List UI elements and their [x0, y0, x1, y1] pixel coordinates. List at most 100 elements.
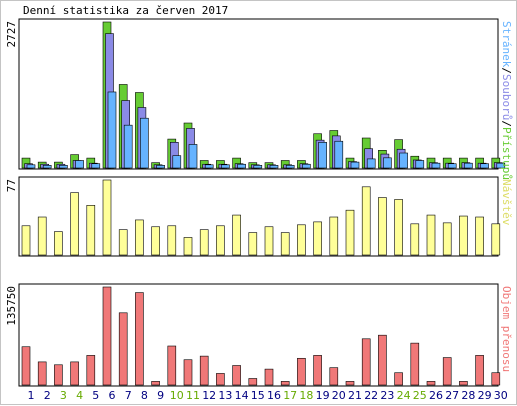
- panel-1: 2727 Stránek/Souborů/Přístupů: [5, 18, 513, 180]
- legend-item: Objem přenosu: [500, 286, 513, 372]
- day-label-12: 12: [202, 389, 216, 402]
- day-label-28: 28: [461, 389, 475, 402]
- day-label-22: 22: [364, 389, 378, 402]
- bar-volume-day-2: [37, 361, 47, 386]
- bar-visits-day-9: [151, 226, 160, 256]
- bar-volume-day-29: [475, 355, 484, 386]
- day-label-24: 24: [397, 389, 411, 402]
- day-label-26: 26: [429, 389, 443, 402]
- bar-volume-day-3: [54, 364, 63, 386]
- bar-stránek-day-27: [447, 163, 457, 169]
- bar-stránek-day-2: [42, 165, 52, 169]
- bar-visits-day-29: [475, 216, 484, 256]
- bar-visits-day-4: [70, 192, 79, 256]
- day-label-1: 1: [28, 389, 35, 402]
- bar-stránek-day-19: [318, 142, 327, 169]
- bar-visits-day-30: [491, 223, 501, 256]
- day-label-10: 10: [170, 389, 184, 402]
- day-label-20: 20: [332, 389, 346, 402]
- y-max-label: 2727: [5, 21, 18, 48]
- panel-2: 77 Návštěv: [5, 176, 513, 257]
- bar-visits-day-7: [118, 229, 128, 256]
- day-label-16: 16: [267, 389, 281, 402]
- bar-visits-day-22: [361, 186, 371, 256]
- bar-visits-day-6: [102, 179, 112, 256]
- bar-stránek-day-12: [204, 164, 214, 169]
- legend-item: Souborů: [500, 74, 513, 120]
- bar-volume-day-17: [280, 381, 290, 386]
- panel-3: 135750 Objem přenosu: [5, 283, 513, 387]
- bar-volume-day-26: [426, 381, 436, 386]
- bar-stránek-day-30: [496, 162, 506, 169]
- panel-legend: Objem přenosu: [500, 286, 513, 372]
- day-label-29: 29: [478, 389, 492, 402]
- bar-volume-day-5: [86, 355, 96, 386]
- day-label-6: 6: [109, 389, 116, 402]
- day-label-7: 7: [125, 389, 132, 402]
- day-label-30: 30: [494, 389, 508, 402]
- bar-volume-day-15: [248, 378, 258, 386]
- bar-stránek-day-18: [302, 163, 311, 169]
- bar-stránek-day-6: [107, 91, 117, 169]
- bar-visits-day-28: [459, 215, 468, 256]
- day-label-8: 8: [141, 389, 148, 402]
- bar-visits-day-18: [297, 224, 306, 256]
- day-label-17: 17: [283, 389, 297, 402]
- bar-stránek-day-4: [75, 160, 84, 169]
- panel-frame: [18, 18, 499, 170]
- bar-volume-day-24: [394, 372, 403, 386]
- day-label-13: 13: [218, 389, 232, 402]
- bar-volume-day-13: [216, 373, 225, 386]
- bar-volume-day-20: [329, 367, 339, 386]
- bar-visits-day-5: [86, 205, 96, 256]
- bar-volume-day-12: [199, 355, 209, 386]
- bar-visits-day-11: [183, 237, 193, 256]
- bar-visits-day-12: [199, 229, 209, 256]
- bar-volume-day-9: [151, 381, 160, 386]
- bar-volume-day-30: [491, 372, 501, 386]
- day-label-4: 4: [76, 389, 83, 402]
- bar-visits-day-19: [313, 221, 322, 256]
- day-label-5: 5: [92, 389, 99, 402]
- bar-stránek-day-28: [464, 162, 473, 169]
- bar-visits-day-26: [426, 214, 436, 256]
- bar-stránek-day-5: [91, 163, 101, 169]
- bar-volume-day-4: [70, 361, 79, 386]
- bar-stránek-day-21: [350, 161, 360, 169]
- bar-volume-day-21: [345, 381, 355, 386]
- day-label-18: 18: [299, 389, 313, 402]
- chart-title: Denní statistika za červen 2017: [23, 4, 228, 17]
- bar-stránek-day-3: [59, 165, 68, 169]
- bar-visits-day-20: [329, 216, 339, 256]
- legend-item: /: [500, 67, 513, 74]
- bar-volume-day-18: [297, 357, 306, 386]
- day-label-11: 11: [186, 389, 200, 402]
- bar-stránek-day-23: [383, 157, 392, 169]
- bar-stránek-day-8: [140, 117, 149, 169]
- bar-stránek-day-15: [253, 165, 263, 169]
- day-label-14: 14: [235, 389, 249, 402]
- bar-volume-day-23: [378, 334, 387, 386]
- bar-stránek-day-10: [172, 155, 182, 169]
- day-label-27: 27: [445, 389, 459, 402]
- bar-stránek-day-29: [480, 163, 489, 169]
- y-max-label: 77: [5, 179, 18, 192]
- bar-stránek-day-11: [188, 144, 198, 169]
- bar-visits-day-15: [248, 232, 258, 256]
- bar-stránek-day-25: [415, 160, 425, 169]
- legend-item: /: [500, 120, 513, 127]
- bar-visits-day-17: [280, 232, 290, 256]
- bar-volume-day-8: [135, 292, 144, 386]
- bar-stránek-day-22: [366, 158, 376, 169]
- day-label-15: 15: [251, 389, 265, 402]
- bar-stránek-day-24: [399, 152, 408, 169]
- day-label-21: 21: [348, 389, 362, 402]
- bar-volume-day-16: [264, 368, 274, 386]
- bar-stránek-day-26: [431, 162, 441, 169]
- day-label-23: 23: [380, 389, 394, 402]
- bar-volume-day-28: [459, 381, 468, 386]
- bar-volume-day-25: [410, 342, 420, 386]
- bar-stránek-day-13: [221, 164, 230, 169]
